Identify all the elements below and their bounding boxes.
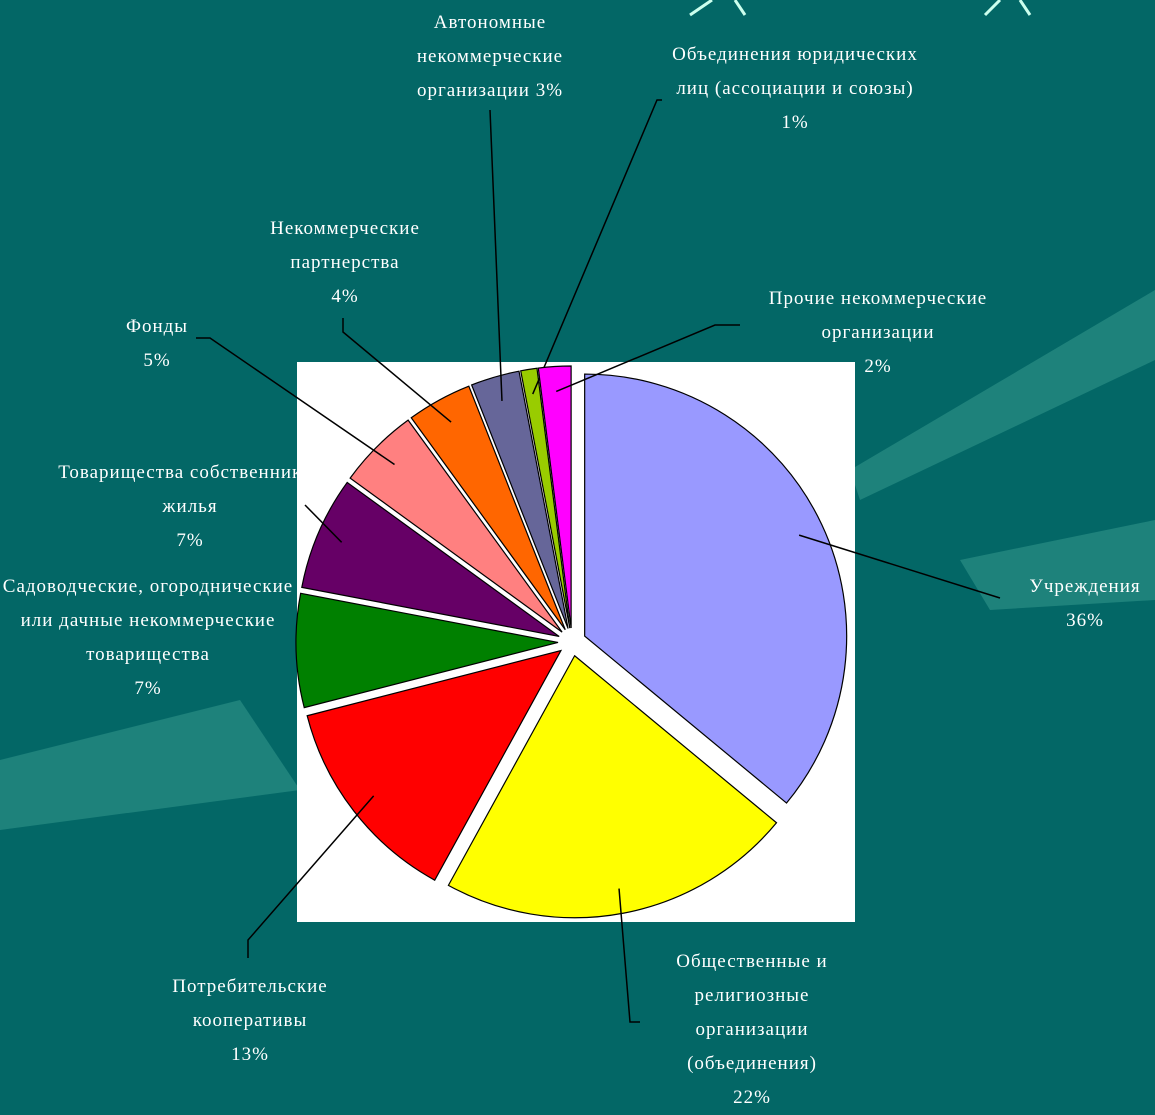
pie-slice [584, 373, 848, 804]
slice-label: Товарищества собственников жилья 7% [55, 456, 325, 558]
category-label: Товарищества собственников жилья [58, 462, 322, 517]
background-decoration [0, 290, 1155, 830]
leader-line [798, 534, 1001, 599]
slice-label: Автономные некоммерческие организации 3% [380, 6, 600, 108]
slice-label: Учреждения 36% [1010, 570, 1155, 638]
leader-line [489, 109, 503, 401]
slice-label: Потребительские кооперативы 13% [135, 970, 365, 1072]
leader-line [555, 324, 740, 393]
pie-slice [306, 649, 563, 881]
slice-label: Некоммерческие партнерства 4% [235, 212, 455, 314]
category-label: Фонды [125, 316, 189, 337]
category-label: Общественные и религиозные организации (… [676, 951, 828, 1074]
value-label: 5% [143, 350, 171, 371]
value-label: 1% [781, 112, 809, 133]
leader-line [196, 337, 395, 466]
slice-label: Объединения юридических лиц (ассоциации … [660, 38, 930, 140]
slice-label: Прочие некоммерческие организации 2% [723, 282, 1033, 384]
slice-label: Фонды 5% [97, 310, 217, 378]
value-label: 4% [331, 286, 359, 307]
category-label: Потребительские кооперативы [172, 976, 328, 1031]
value-label: 7% [134, 678, 162, 699]
category-label: Некоммерческие партнерства [270, 218, 420, 273]
category-label: Объединения юридических лиц (ассоциации … [672, 44, 918, 99]
category-label: Садоводческие, огороднические или дачные… [2, 576, 294, 665]
value-label: 36% [1066, 610, 1104, 631]
top-decoration [689, 0, 1032, 17]
slice-label: Общественные и религиозные организации (… [637, 945, 867, 1115]
pie-slice [295, 592, 559, 709]
leader-line [304, 504, 343, 543]
leader-line [342, 318, 452, 423]
leader-line [618, 888, 640, 1023]
leader-line [532, 99, 662, 395]
leader-line [247, 795, 375, 958]
value-label: 7% [176, 530, 204, 551]
category-label: Прочие некоммерческие организации [768, 288, 988, 343]
category-label: Учреждения [1029, 576, 1141, 597]
pie-slice [470, 370, 569, 629]
pie-slice [410, 385, 566, 631]
value-label: 2% [864, 356, 892, 377]
category-label: Автономные некоммерческие организации [416, 12, 564, 101]
pie-slice [447, 654, 778, 919]
pie-slice [301, 481, 560, 638]
value-label: 22% [733, 1087, 771, 1108]
pie-slice [349, 419, 563, 633]
pie-slice [537, 365, 572, 629]
value-label: 3% [535, 80, 564, 101]
pie-slice [520, 367, 571, 629]
slice-label: Садоводческие, огороднические или дачные… [0, 570, 298, 706]
value-label: 13% [231, 1044, 269, 1065]
